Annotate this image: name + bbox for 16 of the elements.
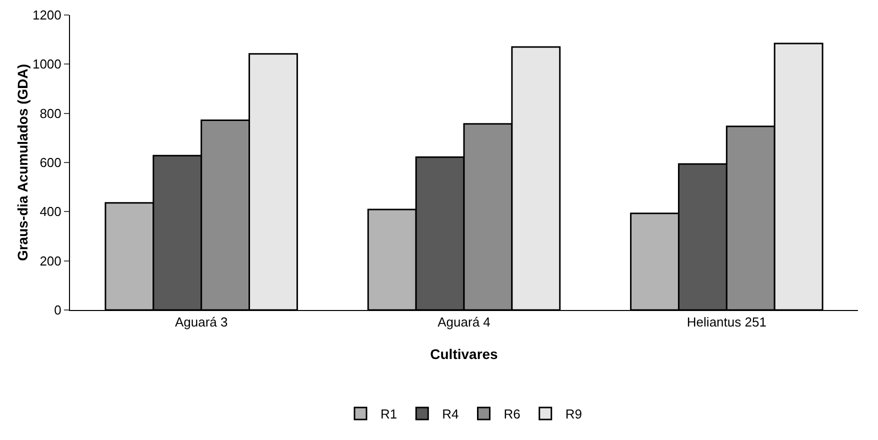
x-tick-label: Aguará 3	[174, 314, 228, 330]
y-tick-label: 800	[40, 106, 62, 121]
legend-label: R9	[565, 406, 582, 422]
y-tick-label: 1000	[32, 56, 62, 72]
legend-label: R4	[442, 406, 459, 422]
y-tick-label: 0	[54, 302, 62, 318]
y-axis-title: Graus-dia Acumulados (GDA)	[14, 64, 30, 262]
x-tick-label: Aguará 4	[438, 314, 490, 330]
legend-label: R1	[380, 406, 398, 422]
y-tick-label: 200	[40, 253, 62, 268]
y-tick-label: 1200	[32, 8, 62, 23]
x-axis-title: Cultivares	[430, 346, 498, 362]
x-tick-label: Heliantus 251	[686, 314, 766, 330]
legend-label: R6	[504, 406, 520, 422]
y-tick-label: 600	[40, 155, 62, 170]
y-tick-label: 400	[40, 204, 62, 220]
